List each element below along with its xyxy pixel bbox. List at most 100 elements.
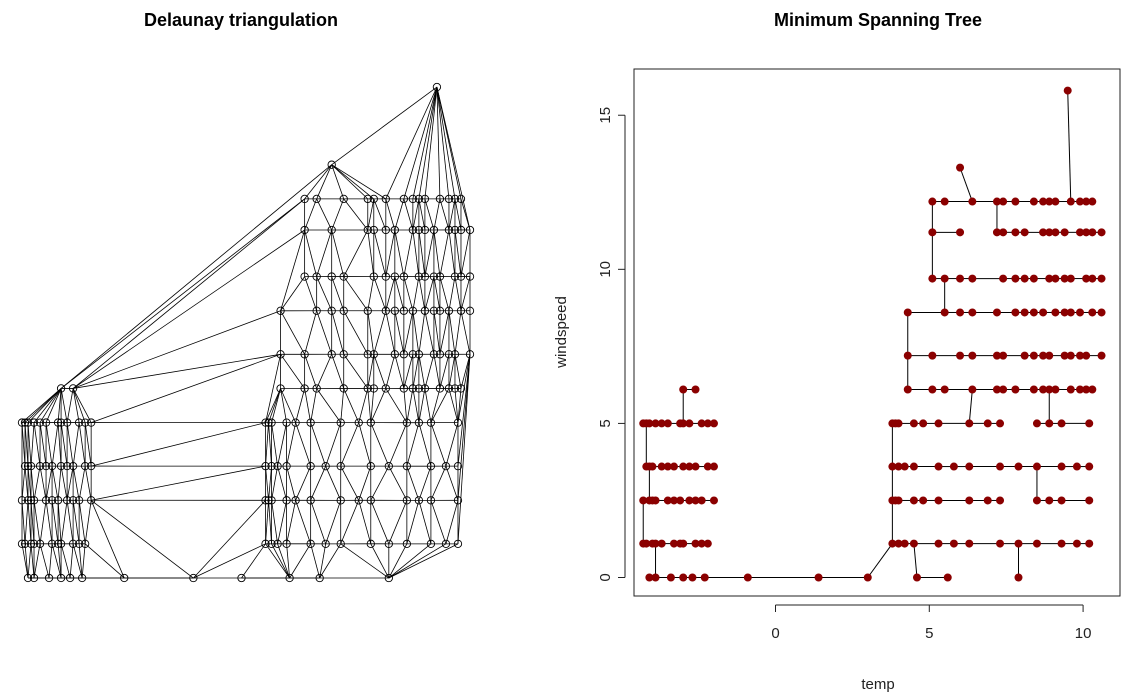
delaunay-point <box>47 496 57 505</box>
delaunay-point <box>291 418 300 427</box>
delaunay-edge <box>24 500 29 544</box>
delaunay-edge <box>331 354 345 389</box>
delaunay-point <box>267 418 276 427</box>
delaunay-point <box>399 350 409 359</box>
delaunay-edge <box>433 198 441 231</box>
mst-point <box>983 496 992 505</box>
delaunay-edge <box>388 422 408 467</box>
mst-point <box>1088 197 1097 206</box>
mst-point <box>1051 197 1060 206</box>
delaunay-point <box>465 272 475 281</box>
delaunay-edge <box>448 310 456 355</box>
delaunay-point <box>414 496 424 505</box>
delaunay-point <box>282 461 291 471</box>
x-axis-label: temp <box>861 676 894 693</box>
delaunay-point <box>327 350 336 359</box>
delaunay-edge <box>304 354 318 389</box>
delaunay-edge <box>457 354 471 501</box>
mst-point <box>691 462 700 471</box>
delaunay-edge <box>60 500 68 544</box>
mst-point <box>909 462 918 471</box>
delaunay-edge <box>418 354 426 389</box>
delaunay-edge <box>69 543 74 578</box>
delaunay-edge <box>385 354 396 389</box>
delaunay-point <box>267 539 276 548</box>
delaunay-edge <box>316 354 333 389</box>
delaunay-edge <box>21 422 26 467</box>
mst-point <box>657 539 666 548</box>
mst-point <box>956 228 965 237</box>
delaunay-point <box>408 350 418 359</box>
delaunay-point <box>87 496 96 505</box>
mst-point <box>956 308 965 317</box>
mst-point <box>1085 419 1094 428</box>
delaunay-panel: Delaunay triangulation <box>17 10 475 583</box>
delaunay-edge <box>340 543 390 579</box>
delaunay-point <box>282 496 291 505</box>
delaunay-edge <box>72 388 92 423</box>
delaunay-point <box>41 461 51 471</box>
mst-title: Minimum Spanning Tree <box>774 10 982 30</box>
delaunay-point <box>56 418 66 427</box>
delaunay-point <box>312 272 321 281</box>
plot-frame <box>633 68 1121 597</box>
mst-point <box>1045 419 1054 428</box>
mst-point <box>666 573 675 582</box>
delaunay-edge <box>91 353 281 423</box>
mst-point <box>703 539 712 548</box>
mst-point <box>1014 573 1023 582</box>
mst-point <box>1039 308 1048 317</box>
delaunay-point <box>321 462 330 471</box>
delaunay-point <box>444 350 454 359</box>
delaunay-edge <box>57 388 62 423</box>
delaunay-edge <box>412 310 420 355</box>
delaunay-point <box>267 462 276 471</box>
delaunay-edge <box>265 388 281 423</box>
mst-point <box>1057 419 1066 428</box>
mst-point <box>1051 385 1060 394</box>
delaunay-edge <box>343 198 369 231</box>
mst-point <box>934 496 943 505</box>
delaunay-edge <box>21 466 26 501</box>
delaunay-point <box>381 384 390 393</box>
mst-points <box>639 86 1106 582</box>
delaunay-point <box>261 418 270 427</box>
mst-point <box>663 419 672 428</box>
delaunay-edge <box>271 466 278 501</box>
delaunay-edge <box>277 500 287 544</box>
delaunay-point <box>339 272 348 281</box>
x-tick-label: 10 <box>1075 625 1092 642</box>
delaunay-point <box>381 272 390 281</box>
delaunay-edge <box>403 388 408 423</box>
mst-point <box>814 573 823 582</box>
delaunay-edge <box>304 229 318 277</box>
delaunay-point <box>327 272 336 281</box>
delaunay-edge <box>394 198 405 231</box>
delaunay-edge <box>39 388 62 423</box>
delaunay-edge <box>27 500 32 544</box>
delaunay-edge <box>433 276 441 311</box>
delaunay-edge <box>91 465 266 501</box>
delaunay-point <box>453 462 463 471</box>
mst-point <box>1032 462 1041 471</box>
delaunay-edge <box>331 198 345 231</box>
delaunay-point <box>408 225 418 235</box>
delaunay-edge <box>370 422 390 467</box>
delaunay-edge <box>418 388 426 423</box>
mst-point <box>965 462 974 471</box>
delaunay-edge <box>367 198 375 231</box>
mst-point <box>903 308 912 317</box>
delaunay-edge <box>60 164 332 389</box>
delaunay-point <box>56 539 66 548</box>
mst-point <box>1032 539 1041 548</box>
delaunay-edge <box>280 388 296 423</box>
delaunay-point <box>384 539 393 548</box>
delaunay-edge <box>39 500 47 544</box>
delaunay-edge <box>388 543 447 579</box>
delaunay-edge <box>430 422 447 467</box>
delaunay-edge <box>21 500 26 544</box>
delaunay-edge <box>66 466 74 501</box>
delaunay-edge <box>304 276 318 311</box>
delaunay-edge <box>454 388 459 423</box>
